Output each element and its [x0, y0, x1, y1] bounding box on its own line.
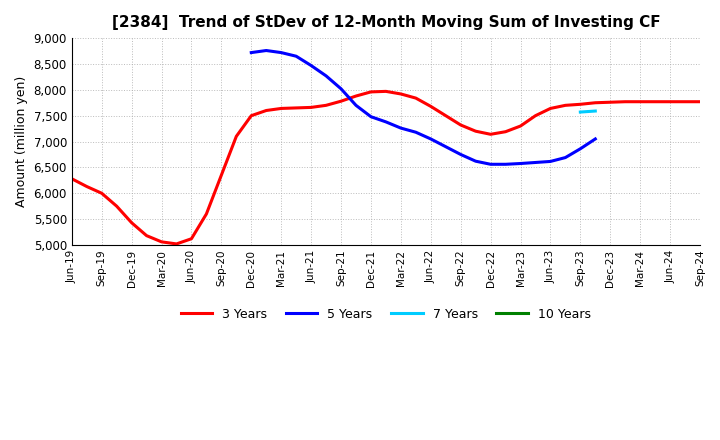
Legend: 3 Years, 5 Years, 7 Years, 10 Years: 3 Years, 5 Years, 7 Years, 10 Years [176, 303, 595, 326]
Y-axis label: Amount (million yen): Amount (million yen) [15, 76, 28, 207]
Title: [2384]  Trend of StDev of 12-Month Moving Sum of Investing CF: [2384] Trend of StDev of 12-Month Moving… [112, 15, 660, 30]
